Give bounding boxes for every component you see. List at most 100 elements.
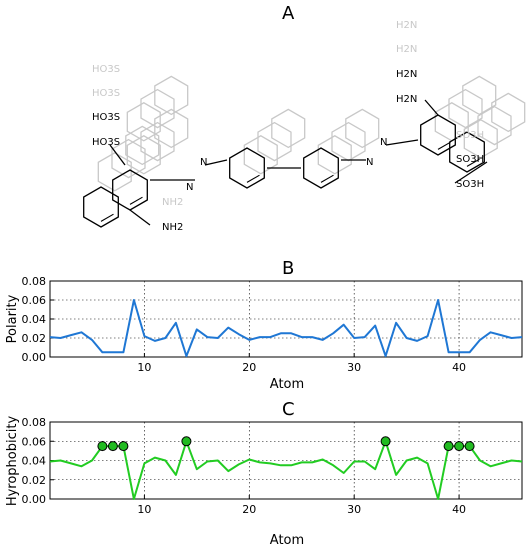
- highlight-point-atom-6: [97, 441, 108, 452]
- ghost-ring-1-6: [491, 92, 526, 133]
- ring-biphenyl-right: [303, 147, 339, 189]
- highlight-point-atom-7: [107, 441, 118, 452]
- panel-letter-b: B: [282, 258, 294, 279]
- polarity-series: [49, 299, 523, 358]
- xtick-label-10: 10: [137, 361, 151, 374]
- label-azo-n3: N: [366, 157, 373, 168]
- hydrophobicity-ylabel: Hyrophobicity: [5, 416, 20, 507]
- ring-naph-left-a-double-bond: [100, 213, 114, 222]
- polarity-ylabel: Polarity: [5, 294, 20, 343]
- ghost-ring-2-6: [477, 105, 512, 146]
- ghost-ring-2-1: [140, 121, 175, 162]
- ghost-ring-1-0: [125, 125, 160, 166]
- label-h2n-1: H2N: [396, 20, 417, 31]
- label-so3h-right-3: SO3H: [456, 179, 484, 190]
- bond-so3h-right: [454, 161, 488, 184]
- label-azo-n1: N: [186, 182, 193, 193]
- ghost-ring-3-0: [97, 152, 132, 192]
- ring-naph-left-a: [83, 186, 119, 228]
- label-ho3s-1: HO3S: [92, 64, 120, 75]
- ghost-ring-3-3: [243, 135, 278, 175]
- ytick-label-2: 0.04: [22, 455, 47, 468]
- ytick-label-1: 0.02: [22, 474, 47, 487]
- ghost-ring-3-4: [317, 135, 352, 175]
- series-line: [49, 440, 523, 500]
- polarity-ticks: 10 20 30 40 0.00 0.02 0.04 0.06 0.08: [22, 275, 467, 374]
- label-h2n-2: H2N: [396, 44, 417, 55]
- polarity-plot-frame: [49, 280, 523, 358]
- xtick-label-40: 40: [452, 361, 466, 374]
- xtick-label-20: 20: [242, 361, 256, 374]
- highlight-point-atom-40: [454, 441, 465, 452]
- xtick-label-40: 40: [452, 503, 466, 516]
- xtick-label-30: 30: [347, 503, 361, 516]
- bond-so3h-left: [109, 144, 126, 166]
- ghost-ring-1-2: [154, 75, 189, 116]
- ytick-label-0: 0.00: [22, 493, 47, 506]
- label-so3h-right-2: SO3H: [456, 154, 484, 165]
- panel-letter-a: A: [282, 3, 295, 24]
- ytick-label-0: 0.00: [22, 351, 47, 364]
- ghost-ring-2-4: [331, 121, 366, 162]
- label-h2n-4: H2N: [396, 94, 417, 105]
- bond-azo-left-b: [204, 159, 228, 166]
- highlight-point-atom-8: [118, 441, 129, 452]
- xtick-label-30: 30: [347, 361, 361, 374]
- panel-letter-c-visible: C: [282, 399, 295, 420]
- ytick-label-1: 0.02: [22, 332, 47, 345]
- ytick-label-3: 0.06: [22, 435, 47, 448]
- hydrophobicity-series: [49, 436, 523, 500]
- ghost-ring-2-3: [257, 121, 292, 162]
- label-azo-n4: N: [380, 137, 387, 148]
- polarity-chart: B 10 20 30 40 0.00 0.02 0.04 0.06 0.08 Atom Pola…: [5, 258, 523, 392]
- ghost-ring-2-2: [140, 88, 175, 129]
- ghost-ring-3-1: [126, 135, 161, 175]
- ghost-layer-3: [97, 102, 498, 192]
- ghost-ring-1-5: [462, 75, 497, 116]
- highlight-point-atom-33: [380, 436, 391, 447]
- ytick-label-4: 0.08: [22, 416, 47, 429]
- ring-naph-right-a-double-bond: [437, 141, 451, 150]
- molecule-labels: HO3S HO3S HO3S HO3S NH2 NH2 H2N H2N H2N …: [92, 20, 484, 233]
- ring-biphenyl-left: [229, 147, 265, 189]
- label-so3h-right-1: SO3H: [456, 130, 484, 141]
- ghost-ring-2-0: [111, 138, 146, 179]
- polarity-xlabel: Atom: [270, 377, 304, 392]
- bond-nh2-left: [129, 209, 151, 226]
- polarity-grid: [50, 281, 522, 357]
- label-ho3s-2: HO3S: [92, 88, 120, 99]
- ytick-label-4: 0.08: [22, 275, 47, 288]
- ring-naph-right-b: [449, 131, 485, 173]
- ring-naph-left-b-double-bond: [129, 196, 143, 205]
- ghost-ring-3-2: [126, 102, 161, 142]
- highlight-point-atom-39: [443, 441, 454, 452]
- ring-naph-right-b-double-bond: [466, 158, 480, 167]
- molecule-structure: A HO3S HO3S HO3S HO3S NH2 NH2 H2N H2N H2…: [83, 3, 526, 233]
- molecule-main-layer: [83, 99, 488, 228]
- ytick-label-3: 0.06: [22, 294, 47, 307]
- ytick-label-2: 0.04: [22, 313, 47, 326]
- label-azo-n2: N: [200, 157, 207, 168]
- label-nh2-left: NH2: [162, 222, 183, 233]
- hydrophobicity-grid: [50, 422, 522, 499]
- ghost-ring-2-5: [448, 88, 483, 129]
- series-line: [49, 299, 523, 358]
- ghost-ring-3-6: [463, 119, 498, 159]
- ghost-ring-1-4: [345, 108, 380, 149]
- xtick-label-20: 20: [242, 503, 256, 516]
- label-nh2-left-b: NH2: [162, 197, 183, 208]
- ghost-ring-1-3: [271, 108, 306, 149]
- bond-azo-right-b: [385, 139, 419, 146]
- highlight-point-atom-14: [181, 436, 192, 447]
- ring-biphenyl-right-double-bond: [320, 174, 334, 183]
- label-h2n-3: H2N: [396, 69, 417, 80]
- bond-nh2-right: [424, 99, 439, 116]
- ghost-layer-1: [125, 75, 526, 166]
- highlight-point-atom-41: [464, 441, 475, 452]
- hydrophobicity-xlabel: Atom: [270, 533, 304, 548]
- label-ho3s-4: HO3S: [92, 137, 120, 148]
- ring-biphenyl-left-double-bond: [246, 174, 260, 183]
- ghost-ring-1-1: [154, 108, 189, 149]
